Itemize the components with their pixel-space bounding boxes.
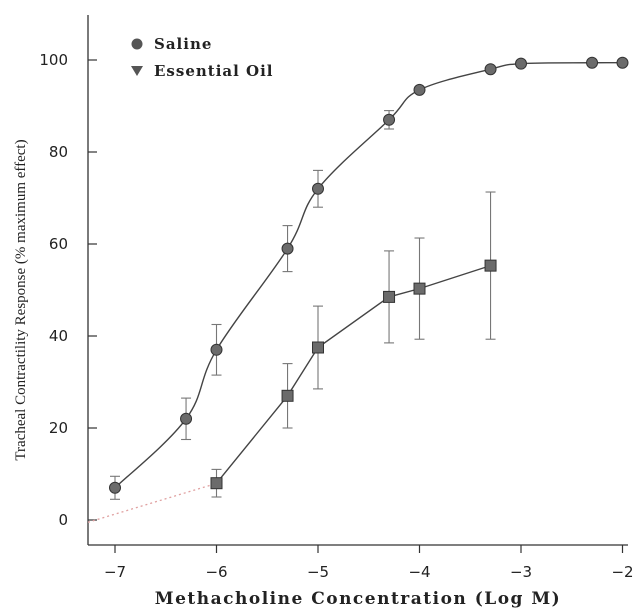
series-line <box>215 264 491 484</box>
data-point <box>616 56 629 69</box>
data-point <box>180 412 193 425</box>
legend: Saline Essential Oil <box>131 35 274 80</box>
data-point <box>586 56 599 69</box>
data-point <box>210 477 223 490</box>
y-tick-label: 60 <box>49 235 68 253</box>
data-point <box>109 481 121 494</box>
x-axis-title: Methacholine Concentration (Log M) <box>155 589 561 609</box>
data-point <box>210 343 223 356</box>
data-point <box>413 282 426 295</box>
x-tick-label: −2 <box>611 563 633 581</box>
data-point <box>312 341 324 354</box>
series-layer <box>87 56 629 523</box>
legend-marker-triangle <box>131 66 143 76</box>
y-tick-label: 100 <box>39 51 68 69</box>
x-tick-label: −7 <box>104 563 126 581</box>
data-point <box>281 242 294 255</box>
x-tick-label: −5 <box>307 563 329 581</box>
y-tick-label: 0 <box>58 511 68 529</box>
data-point <box>484 259 497 272</box>
x-tick-label: −4 <box>408 563 430 581</box>
legend-marker-circle <box>131 38 143 50</box>
series-essential-oil <box>210 191 497 498</box>
y-tick-label: 40 <box>49 327 68 345</box>
axes: 0 20 40 60 80 100 −7 −6 −5 −4 −3 −2 <box>39 15 634 581</box>
y-axis-title: Tracheal Contractility Response (% maxim… <box>13 139 29 460</box>
data-point <box>515 57 527 70</box>
legend-label: Essential Oil <box>154 62 274 80</box>
data-point <box>312 182 324 195</box>
y-tick-label: 20 <box>49 419 68 437</box>
series-line <box>114 61 623 489</box>
legend-label: Saline <box>154 35 212 53</box>
data-point <box>383 290 396 303</box>
data-point <box>281 389 294 402</box>
x-tick-label: −3 <box>510 563 532 581</box>
series-saline <box>109 56 629 500</box>
data-point <box>383 113 396 126</box>
data-point <box>484 63 497 76</box>
x-tick-label: −6 <box>205 563 227 581</box>
extrapolation-line <box>87 484 211 523</box>
y-tick-label: 80 <box>49 143 68 161</box>
data-point <box>413 83 426 96</box>
